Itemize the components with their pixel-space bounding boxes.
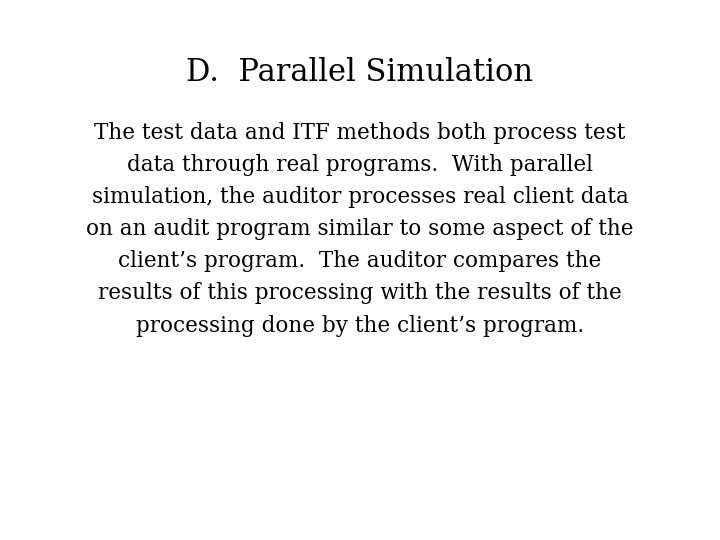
Text: D.  Parallel Simulation: D. Parallel Simulation (186, 57, 534, 87)
Text: The test data and ITF methods both process test
data through real programs.  Wit: The test data and ITF methods both proce… (86, 122, 634, 337)
